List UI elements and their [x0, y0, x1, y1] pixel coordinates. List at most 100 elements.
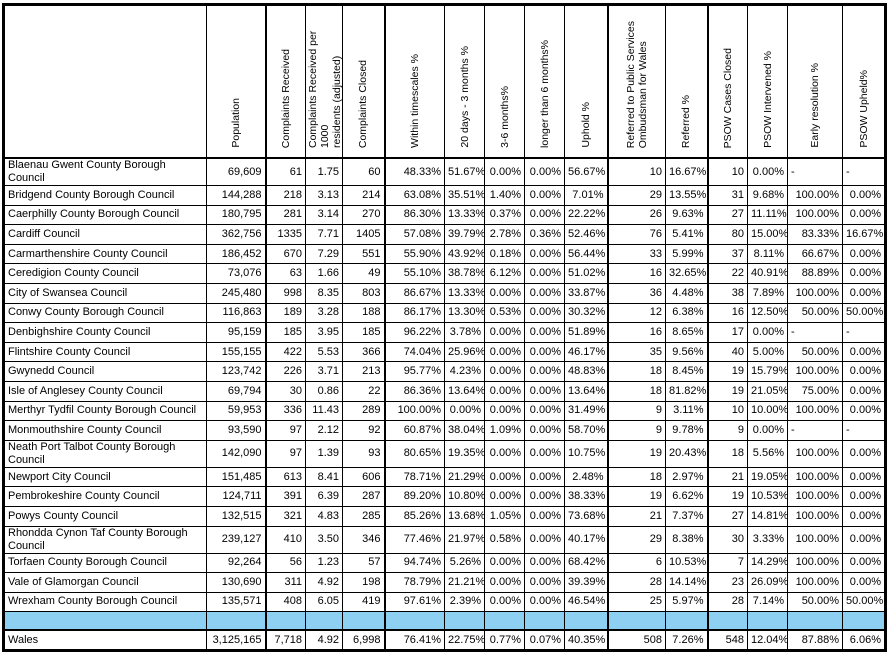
data-cell: 3,125,165: [206, 628, 266, 652]
data-cell: 77.46%: [383, 525, 445, 554]
data-cell: 2.48%: [564, 466, 608, 488]
separator-cell: [383, 611, 445, 631]
data-cell: 76.41%: [383, 628, 445, 652]
council-name-cell: Pembrokeshire County Council: [3, 486, 207, 507]
separator-cell: [342, 611, 385, 631]
council-name-cell: Cardiff Council: [3, 224, 207, 245]
column-header-complaints-closed: Complaints Closed: [342, 4, 385, 159]
data-cell: 346: [342, 525, 385, 554]
data-cell: 189: [264, 302, 306, 324]
data-cell: 2.97%: [665, 466, 708, 488]
data-cell: -: [787, 322, 843, 343]
data-cell: -: [787, 420, 843, 441]
data-cell: 151,485: [206, 466, 266, 488]
data-cell: 16: [606, 322, 666, 343]
data-cell: 100.00%: [787, 400, 843, 422]
data-cell: 87.88%: [787, 628, 843, 652]
data-cell: 0.00%: [484, 591, 525, 613]
data-cell: 0.00%: [747, 157, 788, 186]
data-cell: 100.00%: [787, 486, 843, 507]
data-cell: 13.30%: [444, 302, 485, 324]
data-cell: 78.71%: [383, 466, 445, 488]
data-cell: 1335: [264, 224, 306, 245]
data-cell: 18: [606, 380, 666, 402]
councils-complaints-table-wrapper: Population Complaints Received Complaint…: [2, 3, 887, 652]
data-cell: 18: [706, 439, 748, 468]
data-cell: 0.00%: [842, 486, 886, 507]
data-cell: 5.53: [305, 341, 343, 363]
table-row: Caerphilly County Borough Council 180,795…: [3, 204, 886, 226]
data-cell: 285: [342, 505, 385, 527]
data-cell: 46.54%: [564, 591, 608, 613]
data-cell: 0.00%: [842, 361, 886, 382]
data-cell: 7.14%: [747, 591, 788, 613]
council-name-cell: Neath Port Talbot County Borough Council: [3, 439, 207, 468]
data-cell: 4.48%: [665, 282, 708, 304]
data-cell: 0.58%: [484, 525, 525, 554]
table-body: Blaenau Gwent County Borough Council 69,6…: [3, 157, 886, 613]
data-cell: 0.53%: [484, 302, 525, 324]
data-cell: -: [787, 157, 843, 186]
data-cell: 3.71: [305, 361, 343, 382]
data-cell: 7: [706, 552, 748, 574]
data-cell: 27: [706, 204, 748, 226]
data-cell: 80: [706, 224, 748, 245]
data-cell: 3.13: [305, 185, 343, 206]
data-cell: 270: [342, 204, 385, 226]
data-cell: 16: [606, 263, 666, 284]
column-header-label: Uphold %: [579, 102, 592, 148]
data-cell: 0.00%: [524, 572, 565, 593]
column-header-label: Referred %: [680, 94, 693, 148]
separator-cell: [444, 611, 485, 631]
data-cell: 6.06%: [842, 628, 886, 652]
data-cell: 0.00%: [842, 572, 886, 593]
separator-cell: [484, 611, 525, 631]
data-cell: 39.79%: [444, 224, 485, 245]
data-cell: 8.38%: [665, 525, 708, 554]
data-cell: 22.75%: [444, 628, 485, 652]
data-cell: 9.78%: [665, 420, 708, 441]
data-cell: 0.00%: [524, 552, 565, 574]
data-cell: 0.00%: [524, 263, 565, 284]
data-cell: 0.00%: [842, 466, 886, 488]
column-header-label: Complaints Received: [279, 48, 292, 148]
data-cell: 81.82%: [665, 380, 708, 402]
data-cell: 31.49%: [564, 400, 608, 422]
data-cell: 0.00%: [842, 525, 886, 554]
data-cell: 0.00%: [842, 552, 886, 574]
data-cell: 0.00%: [484, 572, 525, 593]
data-cell: 66.67%: [787, 243, 843, 265]
separator-cell: [524, 611, 565, 631]
data-cell: 10: [706, 157, 748, 186]
data-cell: 4.23%: [444, 361, 485, 382]
data-cell: 4.92: [305, 628, 343, 652]
data-cell: 69,794: [206, 380, 266, 402]
data-cell: 40: [706, 341, 748, 363]
data-cell: 33: [606, 243, 666, 265]
data-cell: 27: [706, 505, 748, 527]
data-cell: 55.90%: [383, 243, 445, 265]
corner-cell: [3, 4, 207, 159]
data-cell: 6.38%: [665, 302, 708, 324]
data-cell: 5.26%: [444, 552, 485, 574]
data-cell: 508: [606, 628, 666, 652]
data-cell: 239,127: [206, 525, 266, 554]
data-cell: 124,711: [206, 486, 266, 507]
data-cell: 0.00%: [484, 486, 525, 507]
council-name-cell: Flintshire County Council: [3, 341, 207, 363]
data-cell: 100.00%: [787, 525, 843, 554]
data-cell: 19.05%: [747, 466, 788, 488]
table-row: Newport City Council 151,485 613 8.41 606 78.…: [3, 466, 886, 488]
data-cell: 25: [606, 591, 666, 613]
data-cell: 7.71: [305, 224, 343, 245]
data-cell: 40.35%: [564, 628, 608, 652]
data-cell: 7.89%: [747, 282, 788, 304]
table-row: Monmouthshire County Council 93,590 97 2.12…: [3, 420, 886, 441]
data-cell: 1.40%: [484, 185, 525, 206]
data-cell: 10.80%: [444, 486, 485, 507]
data-cell: 78.79%: [383, 572, 445, 593]
column-header-label: PSOW Cases Closed: [721, 47, 734, 148]
data-cell: 13.68%: [444, 505, 485, 527]
data-cell: 142,090: [206, 439, 266, 468]
data-cell: 86.30%: [383, 204, 445, 226]
